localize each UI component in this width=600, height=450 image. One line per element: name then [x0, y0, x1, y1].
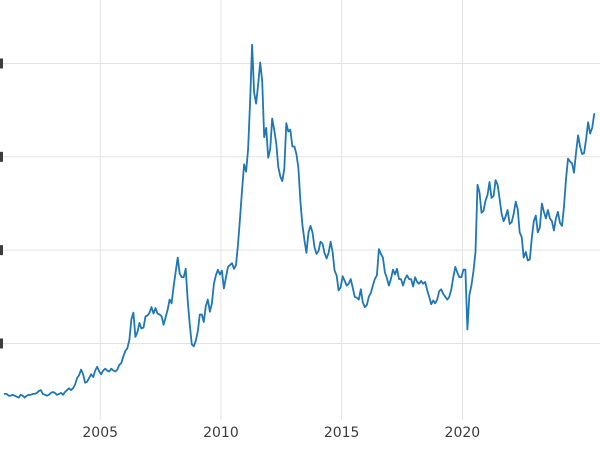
x-tick-labels: 2005 2010 2015 2020: [82, 425, 480, 441]
y-tick-label-stub: [0, 338, 3, 349]
x-tick-label: 2005: [82, 425, 118, 441]
series-line: [3, 43, 596, 399]
x-tick-label: 2015: [324, 425, 360, 441]
y-tick-label-stub: [0, 58, 3, 69]
y-tick-label-stubs: [0, 58, 3, 349]
x-tick-label: 2010: [203, 425, 239, 441]
x-tick-label: 2020: [445, 425, 481, 441]
y-tick-label-stub: [0, 245, 3, 256]
y-tick-label-stub: [0, 151, 3, 162]
gridlines: [0, 0, 600, 420]
